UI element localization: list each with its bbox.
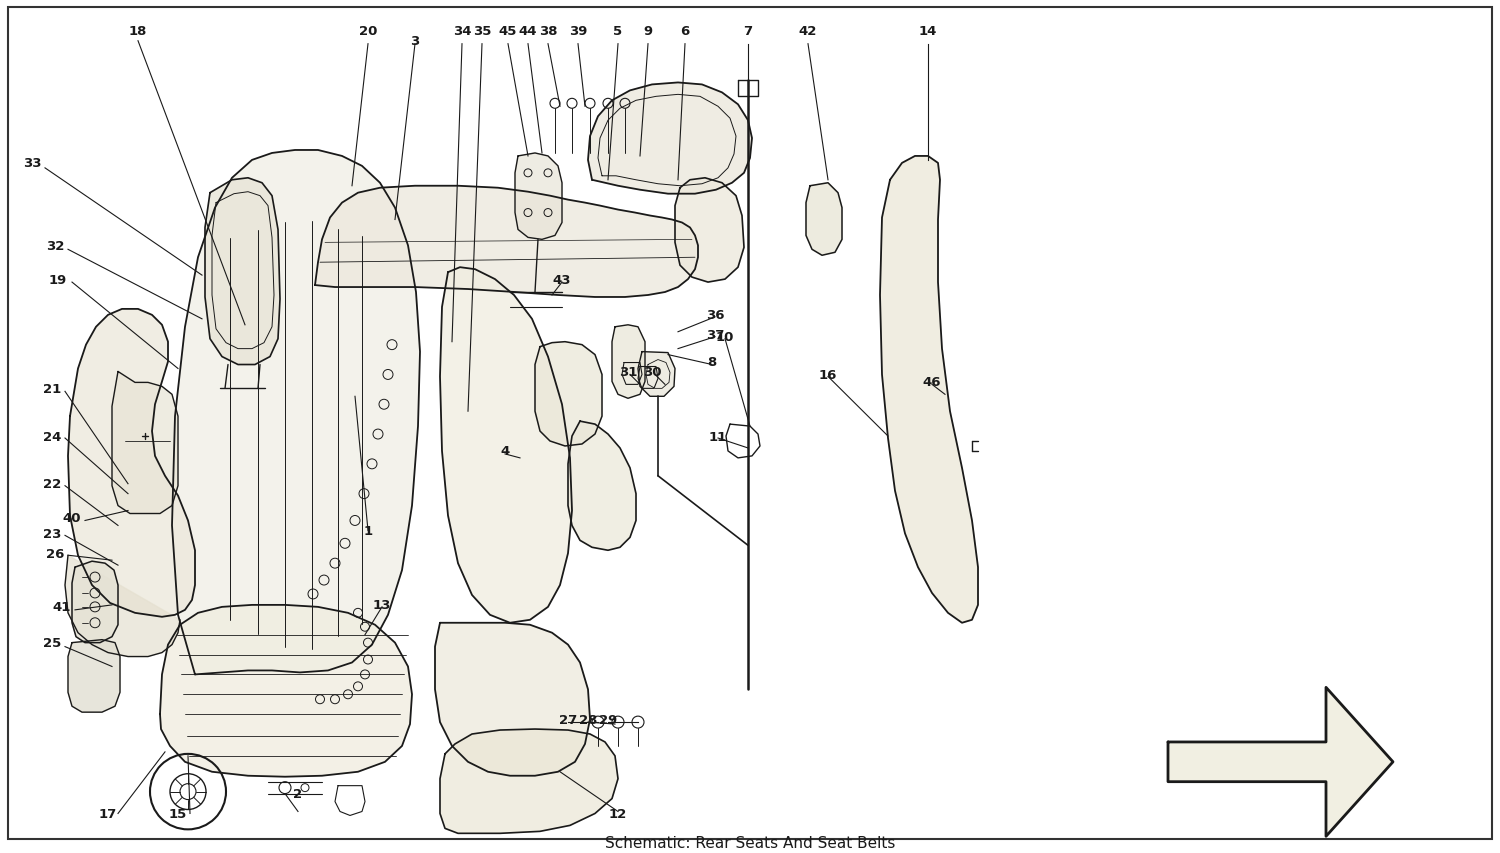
Text: 22: 22	[44, 478, 62, 490]
Text: 27: 27	[560, 713, 578, 726]
Polygon shape	[435, 623, 590, 776]
Text: 35: 35	[472, 26, 490, 38]
Text: 26: 26	[46, 547, 64, 560]
Text: 28: 28	[579, 713, 597, 726]
Polygon shape	[880, 157, 978, 623]
Text: 19: 19	[50, 273, 68, 287]
Text: 13: 13	[374, 599, 392, 612]
Text: 38: 38	[538, 26, 558, 38]
Text: 5: 5	[614, 26, 622, 38]
Text: 44: 44	[519, 26, 537, 38]
Polygon shape	[112, 372, 178, 514]
Text: Schematic: Rear Seats And Seat Belts: Schematic: Rear Seats And Seat Belts	[604, 835, 896, 850]
Text: 14: 14	[920, 26, 938, 38]
Polygon shape	[315, 187, 698, 298]
Polygon shape	[160, 605, 413, 777]
Text: 15: 15	[170, 807, 188, 820]
Text: 45: 45	[500, 26, 517, 38]
Text: 18: 18	[129, 26, 147, 38]
Text: 23: 23	[44, 527, 62, 540]
Polygon shape	[568, 421, 636, 550]
Polygon shape	[675, 178, 744, 282]
Polygon shape	[612, 325, 645, 399]
Polygon shape	[588, 84, 752, 194]
Polygon shape	[536, 342, 602, 446]
Text: 8: 8	[708, 356, 717, 368]
Text: 30: 30	[642, 366, 662, 379]
Polygon shape	[172, 151, 420, 675]
Text: 36: 36	[705, 309, 724, 322]
Polygon shape	[440, 729, 618, 833]
Text: 21: 21	[44, 382, 62, 396]
Text: 29: 29	[598, 713, 616, 726]
Text: 11: 11	[710, 430, 728, 443]
Text: 42: 42	[800, 26, 818, 38]
Text: 37: 37	[706, 329, 724, 342]
Text: 12: 12	[609, 807, 627, 820]
Polygon shape	[68, 640, 120, 712]
Text: 24: 24	[44, 430, 62, 443]
Polygon shape	[72, 561, 118, 643]
Text: 34: 34	[453, 26, 471, 38]
Text: 1: 1	[363, 525, 372, 537]
Text: 7: 7	[744, 26, 753, 38]
Text: 3: 3	[411, 35, 420, 48]
Text: 40: 40	[63, 512, 81, 525]
Polygon shape	[68, 310, 195, 617]
Polygon shape	[440, 268, 572, 623]
Text: 2: 2	[294, 787, 303, 800]
Polygon shape	[514, 154, 562, 240]
Text: 32: 32	[46, 240, 64, 252]
Polygon shape	[806, 183, 842, 256]
Text: 41: 41	[53, 601, 70, 613]
Text: 6: 6	[681, 26, 690, 38]
Polygon shape	[64, 555, 180, 657]
Text: 17: 17	[99, 807, 117, 820]
Polygon shape	[638, 352, 675, 397]
Text: 31: 31	[620, 366, 638, 379]
Text: 10: 10	[716, 331, 734, 344]
Text: 16: 16	[819, 368, 837, 381]
Text: 20: 20	[358, 26, 376, 38]
Polygon shape	[1168, 688, 1394, 836]
Text: 4: 4	[501, 445, 510, 458]
Polygon shape	[206, 178, 280, 365]
Text: 33: 33	[22, 157, 42, 171]
Text: 43: 43	[552, 273, 572, 287]
Text: 46: 46	[922, 375, 942, 388]
Text: 39: 39	[568, 26, 586, 38]
Text: 9: 9	[644, 26, 652, 38]
Text: 25: 25	[44, 636, 62, 649]
